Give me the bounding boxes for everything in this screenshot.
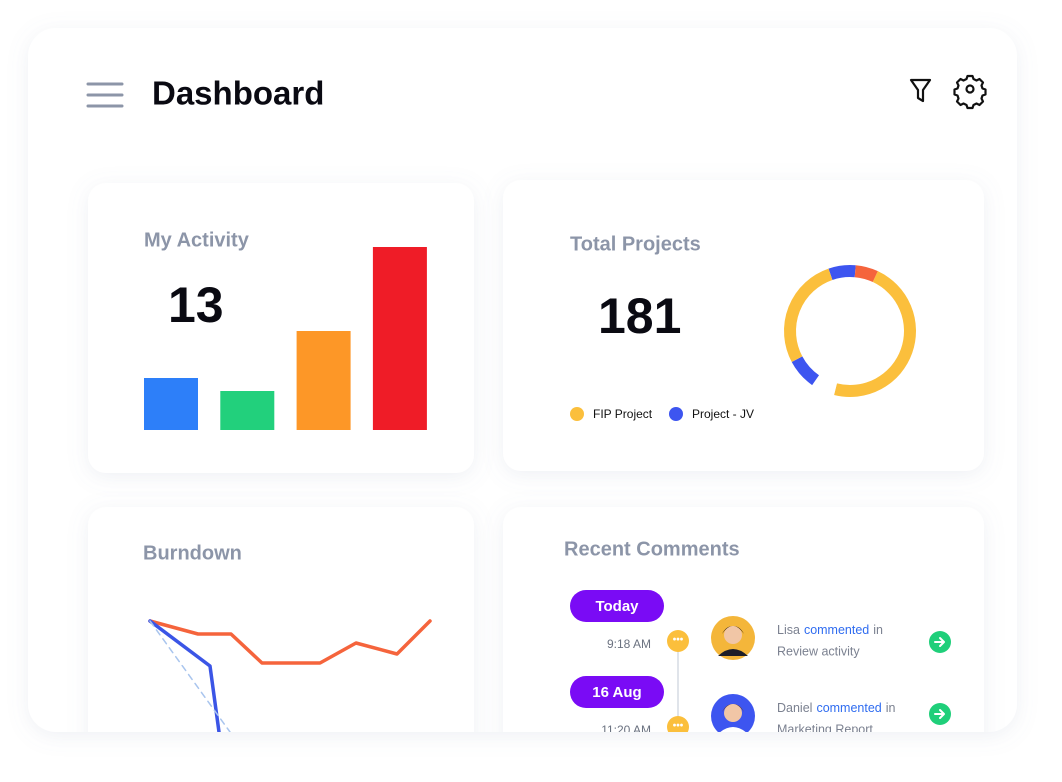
date-pill xyxy=(570,590,664,622)
page-title: Dashboard xyxy=(152,75,324,112)
open-arrow xyxy=(934,637,945,647)
date-label: 16 Aug xyxy=(592,684,641,701)
comment-icon-dots: ••• xyxy=(673,721,684,732)
settings-icon[interactable] xyxy=(953,74,987,110)
donut-segment xyxy=(812,375,838,396)
legend-swatch xyxy=(570,407,584,421)
comment-icon-dots: ••• xyxy=(673,635,684,646)
donut-segment xyxy=(828,265,856,281)
comment-icon xyxy=(667,630,689,652)
legend-label: Project - JV xyxy=(692,407,754,421)
card-title: Total Projects xyxy=(570,233,701,255)
donut-segment xyxy=(834,271,916,397)
avatar-face xyxy=(724,704,742,722)
comment-text: Daniel commented in xyxy=(777,701,896,715)
burndown-card xyxy=(88,507,474,732)
card-title: Burndown xyxy=(143,542,242,564)
comment-time: 9:18 AM xyxy=(607,637,651,651)
avatar-body xyxy=(718,727,748,732)
bar xyxy=(296,331,351,430)
donut-segment xyxy=(784,268,833,362)
filter-icon[interactable] xyxy=(909,78,932,103)
projects-card xyxy=(503,180,984,471)
comment-user: Lisa xyxy=(777,623,800,637)
burndown-line xyxy=(148,619,221,732)
burndown-line xyxy=(148,619,432,665)
comment-user: Daniel xyxy=(777,701,812,715)
avatar-hair xyxy=(722,704,744,712)
open-arrow xyxy=(934,709,945,719)
date-pill xyxy=(570,676,664,708)
avatar-hair xyxy=(722,626,744,634)
comment-prep: in xyxy=(873,623,883,637)
comment-prep: in xyxy=(886,701,896,715)
bar xyxy=(372,247,427,430)
comment-text: Lisa commented in xyxy=(777,623,883,637)
legend-swatch xyxy=(669,407,683,421)
bar xyxy=(144,378,198,430)
avatar-body xyxy=(718,649,748,656)
content: Dashboard My Activity 13 Total Projects … xyxy=(86,74,987,737)
card-title: Recent Comments xyxy=(564,538,740,560)
donut-segment xyxy=(854,265,878,283)
menu-icon[interactable] xyxy=(86,82,124,108)
bar xyxy=(220,391,275,430)
card-title: My Activity xyxy=(144,229,250,251)
comment-target: Review activity xyxy=(777,644,860,658)
date-label: Today xyxy=(595,598,639,615)
comment-action: commented xyxy=(804,623,869,637)
avatar-face xyxy=(724,626,742,644)
projects-total: 181 xyxy=(598,288,681,344)
donut-segment xyxy=(791,356,820,386)
comment-action: commented xyxy=(816,701,881,715)
burndown-line xyxy=(149,620,231,732)
comment-time: 11:20 AM xyxy=(601,723,651,737)
legend-label: FIP Project xyxy=(593,407,653,421)
comment-target: Marketing Report xyxy=(777,722,873,736)
comment-icon xyxy=(667,716,689,732)
activity-total: 13 xyxy=(168,277,224,333)
